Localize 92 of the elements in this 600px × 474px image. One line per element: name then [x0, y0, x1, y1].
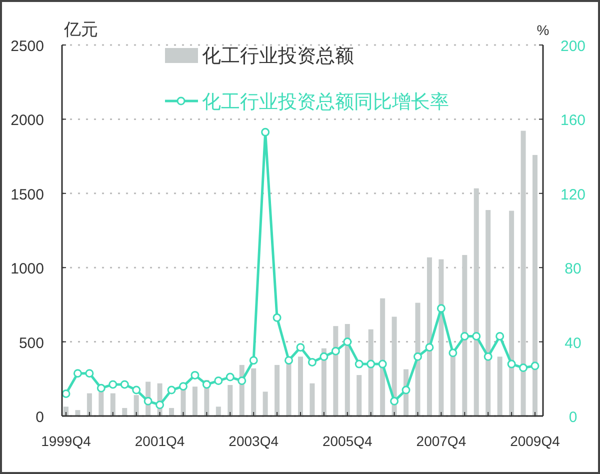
bar [75, 410, 80, 416]
bar [298, 356, 303, 416]
bar [426, 257, 432, 416]
x-tick-label: 2003Q4 [228, 433, 279, 449]
point [296, 343, 305, 352]
point [179, 382, 188, 391]
point [402, 386, 410, 394]
bar [262, 392, 268, 416]
y-tick-label: 1500 [10, 186, 44, 204]
point [96, 384, 106, 392]
point [308, 358, 316, 366]
point [261, 128, 270, 136]
bar [86, 393, 92, 416]
bar [110, 393, 116, 416]
point [284, 356, 294, 365]
bar [462, 254, 468, 416]
bar [98, 392, 104, 416]
bar [520, 130, 526, 416]
point [249, 356, 258, 365]
bar [228, 384, 233, 416]
point [226, 372, 234, 382]
point [202, 380, 211, 389]
point [73, 369, 82, 378]
point [85, 369, 94, 378]
point [238, 376, 246, 386]
point [331, 346, 340, 356]
bar [134, 395, 139, 416]
point [460, 332, 469, 340]
point [144, 396, 152, 406]
point [414, 352, 422, 361]
y2-tick-label: 200 [560, 38, 586, 55]
x-tick-label: 2005Q4 [322, 433, 373, 449]
point [378, 360, 387, 368]
bar [122, 408, 128, 416]
point [190, 370, 200, 380]
y-tick-label: 0 [36, 409, 44, 426]
point [167, 386, 176, 394]
x-tick-label: 1999Q4 [41, 433, 92, 449]
bar [274, 364, 280, 416]
x-tick-label: 2009Q4 [510, 433, 560, 449]
point [496, 332, 504, 340]
bar [438, 259, 444, 416]
point [62, 389, 70, 398]
point [320, 352, 328, 361]
bar [356, 375, 362, 416]
bar [474, 188, 479, 416]
bar [310, 383, 315, 416]
y2-tick-label: 80 [564, 260, 582, 278]
point [156, 400, 164, 410]
bar [486, 210, 491, 416]
point [120, 380, 129, 389]
point [436, 304, 446, 313]
legend-label: 化工行业投资总额同比增长率 [202, 91, 449, 113]
point [214, 376, 223, 386]
point [530, 362, 540, 370]
bar [251, 368, 256, 416]
y2-axis-title: % [536, 22, 550, 38]
y2-tick-label: 0 [568, 409, 578, 426]
point [132, 386, 141, 394]
bar [169, 408, 174, 416]
y-axis-title: 亿元 [63, 20, 98, 39]
bar [380, 298, 386, 416]
point [507, 360, 516, 368]
y-tick-label: 2000 [10, 112, 44, 130]
x-tick-label: 2001Q4 [134, 433, 185, 449]
point [366, 360, 376, 368]
x-tick-label: 2007Q4 [416, 433, 466, 449]
y-tick-label: 1000 [10, 260, 44, 278]
point [472, 332, 481, 340]
point [519, 364, 528, 372]
bar [509, 210, 514, 416]
point [448, 348, 458, 358]
y2-tick-label: 120 [560, 186, 586, 204]
bar [192, 386, 198, 416]
point [343, 338, 352, 346]
legend-label: 化工行业投资总额 [202, 45, 354, 67]
point [484, 352, 492, 361]
bar [532, 154, 538, 416]
point [425, 343, 434, 352]
y-tick-label: 500 [18, 334, 44, 352]
point [108, 380, 118, 389]
bar [286, 362, 292, 416]
y2-tick-label: 40 [564, 334, 582, 352]
point [354, 360, 364, 368]
y-tick-label: 2500 [10, 38, 44, 55]
y2-tick-label: 160 [560, 112, 586, 130]
bar [497, 356, 502, 416]
bar [415, 302, 420, 416]
bar [216, 406, 221, 416]
point [390, 396, 399, 406]
bar [333, 326, 338, 416]
point [272, 313, 282, 322]
